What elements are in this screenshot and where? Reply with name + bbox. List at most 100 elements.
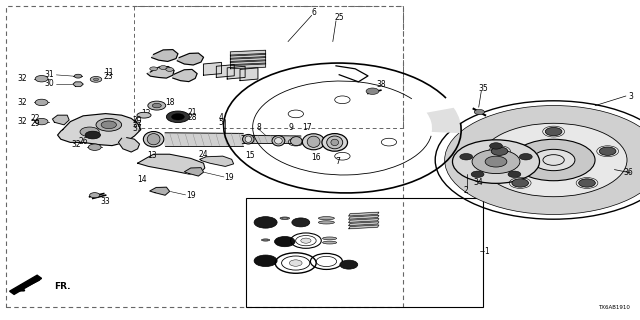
Polygon shape (349, 225, 379, 229)
Wedge shape (427, 108, 461, 133)
Circle shape (85, 131, 100, 139)
Polygon shape (165, 133, 243, 146)
Polygon shape (230, 57, 266, 62)
Circle shape (90, 76, 102, 82)
Text: 13: 13 (147, 151, 157, 160)
Text: 5: 5 (218, 118, 223, 127)
Polygon shape (349, 219, 379, 222)
Text: 9: 9 (289, 123, 294, 132)
Circle shape (80, 127, 99, 137)
Text: 31: 31 (45, 70, 54, 79)
Ellipse shape (323, 237, 337, 240)
Text: 32: 32 (18, 98, 28, 107)
Polygon shape (216, 65, 234, 77)
Circle shape (340, 260, 358, 269)
Circle shape (172, 114, 184, 120)
Ellipse shape (272, 136, 285, 146)
Ellipse shape (319, 217, 334, 220)
Polygon shape (150, 187, 170, 195)
Bar (6, 6, 403, 307)
Polygon shape (349, 215, 379, 219)
Ellipse shape (143, 132, 164, 147)
Text: 20: 20 (132, 116, 143, 124)
Ellipse shape (280, 217, 290, 220)
Text: 6: 6 (311, 8, 316, 17)
Circle shape (166, 111, 189, 123)
Text: 28: 28 (188, 113, 196, 122)
Polygon shape (152, 50, 178, 61)
Ellipse shape (282, 218, 288, 219)
Text: 10: 10 (143, 136, 154, 145)
Circle shape (599, 147, 616, 156)
Polygon shape (200, 156, 234, 166)
Circle shape (35, 99, 48, 106)
Circle shape (35, 118, 48, 125)
Text: 37: 37 (132, 124, 143, 133)
Circle shape (93, 78, 99, 81)
Ellipse shape (147, 134, 160, 145)
Circle shape (35, 76, 48, 82)
Text: 23: 23 (104, 72, 114, 81)
Ellipse shape (261, 239, 270, 241)
Text: 34: 34 (474, 178, 484, 187)
Text: 22: 22 (30, 114, 40, 123)
Polygon shape (242, 135, 301, 143)
Circle shape (275, 236, 295, 247)
Circle shape (532, 149, 575, 171)
Text: 33: 33 (100, 197, 111, 206)
Text: 2: 2 (463, 186, 468, 195)
Circle shape (88, 144, 101, 150)
Circle shape (472, 150, 520, 173)
Polygon shape (240, 68, 258, 81)
Circle shape (512, 139, 595, 181)
Circle shape (254, 217, 277, 228)
Text: 24: 24 (198, 150, 209, 159)
Ellipse shape (245, 136, 252, 142)
Polygon shape (118, 138, 140, 152)
Text: 19: 19 (186, 191, 196, 200)
Text: 16: 16 (310, 153, 321, 162)
Polygon shape (147, 67, 174, 78)
Circle shape (90, 193, 100, 198)
Polygon shape (230, 63, 266, 69)
Ellipse shape (291, 137, 302, 146)
Text: 27: 27 (132, 120, 143, 129)
Text: 32: 32 (18, 74, 28, 83)
Ellipse shape (319, 221, 334, 224)
Text: 19: 19 (224, 173, 234, 182)
Circle shape (96, 118, 122, 131)
Ellipse shape (322, 134, 348, 151)
Polygon shape (230, 53, 266, 59)
Polygon shape (138, 154, 205, 174)
Text: 26: 26 (78, 137, 88, 146)
Circle shape (474, 109, 484, 115)
Polygon shape (177, 53, 204, 65)
Circle shape (292, 218, 310, 227)
Polygon shape (173, 69, 197, 82)
Circle shape (148, 101, 166, 110)
Circle shape (166, 68, 173, 71)
Ellipse shape (137, 112, 151, 118)
Polygon shape (230, 50, 266, 56)
Circle shape (480, 123, 627, 197)
Polygon shape (10, 275, 42, 294)
Text: 29: 29 (30, 119, 40, 128)
Text: 11: 11 (104, 68, 113, 76)
Text: 35: 35 (478, 84, 488, 92)
Polygon shape (52, 115, 69, 125)
Circle shape (101, 121, 116, 129)
Circle shape (471, 171, 484, 178)
Text: 38: 38 (376, 80, 386, 89)
Circle shape (452, 140, 540, 183)
Text: 1: 1 (484, 247, 489, 256)
Text: 18: 18 (165, 98, 174, 107)
Circle shape (512, 179, 529, 187)
Text: 15: 15 (244, 151, 255, 160)
Circle shape (508, 171, 521, 178)
Circle shape (492, 147, 508, 156)
Bar (246, 198, 483, 307)
Text: 32: 32 (71, 140, 81, 148)
Ellipse shape (327, 136, 343, 149)
Circle shape (579, 179, 595, 187)
Circle shape (150, 67, 157, 71)
